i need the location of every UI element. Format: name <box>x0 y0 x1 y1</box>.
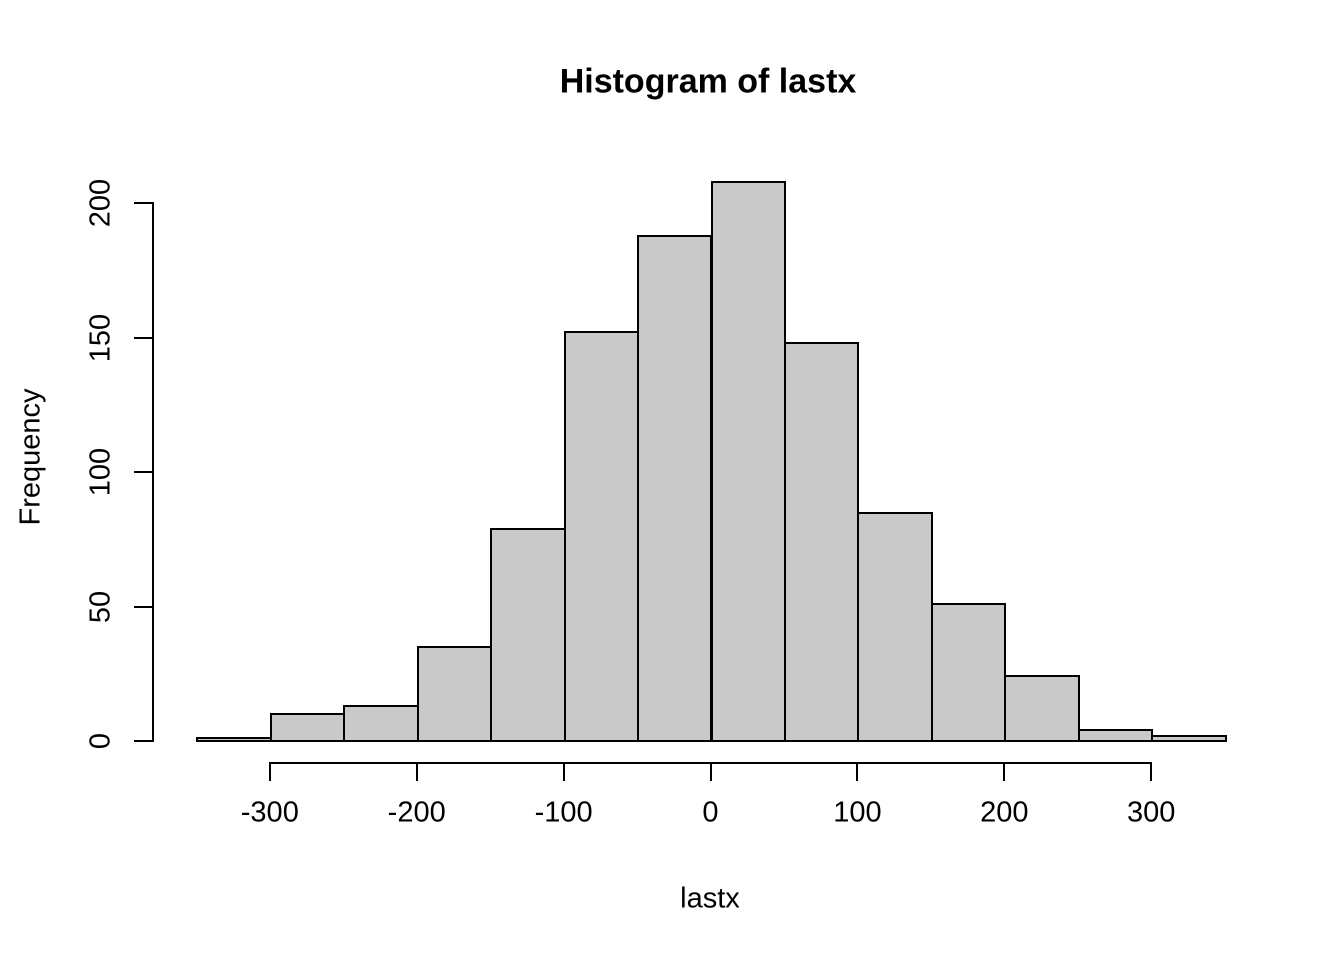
y-tick-label: 100 <box>84 447 117 497</box>
x-tick-label: 0 <box>702 796 719 829</box>
histogram-bar <box>343 705 419 742</box>
y-tick <box>134 202 152 205</box>
x-tick <box>1150 763 1153 781</box>
histogram-bar <box>857 511 933 742</box>
y-axis-line <box>152 202 154 742</box>
x-tick <box>268 763 271 781</box>
histogram-bar <box>1004 675 1080 742</box>
histogram-bar <box>416 645 493 742</box>
y-tick-label: 50 <box>84 590 117 623</box>
histogram-bar <box>196 737 272 742</box>
x-tick <box>709 763 712 781</box>
x-tick <box>415 763 418 781</box>
histogram-bar <box>1151 734 1227 742</box>
x-tick-label: -300 <box>240 796 299 829</box>
y-tick <box>134 740 152 742</box>
y-tick-label: 150 <box>84 313 117 362</box>
x-tick-label: 300 <box>1126 796 1176 829</box>
x-tick <box>856 763 859 781</box>
histogram-bar <box>930 602 1007 742</box>
x-axis-title: lastx <box>680 882 740 915</box>
x-tick-label: 200 <box>980 796 1029 829</box>
histogram-bar <box>563 331 640 742</box>
y-tick <box>134 605 152 608</box>
x-tick-label: -200 <box>387 796 446 829</box>
y-tick-label: 200 <box>84 179 117 228</box>
histogram-bar <box>710 180 786 742</box>
y-tick <box>134 471 152 474</box>
x-tick-label: -100 <box>534 796 593 829</box>
histogram-bar <box>637 234 713 742</box>
histogram-bar <box>1077 729 1154 742</box>
histogram-bar <box>490 527 566 742</box>
histogram-bar <box>783 342 860 742</box>
x-tick <box>562 763 565 781</box>
y-tick-label: 0 <box>84 732 117 750</box>
histogram-bar <box>269 713 346 742</box>
x-tick-label: 100 <box>833 796 882 829</box>
y-tick <box>134 336 152 339</box>
x-tick <box>1003 763 1006 781</box>
chart-title: Histogram of lastx <box>559 62 857 101</box>
